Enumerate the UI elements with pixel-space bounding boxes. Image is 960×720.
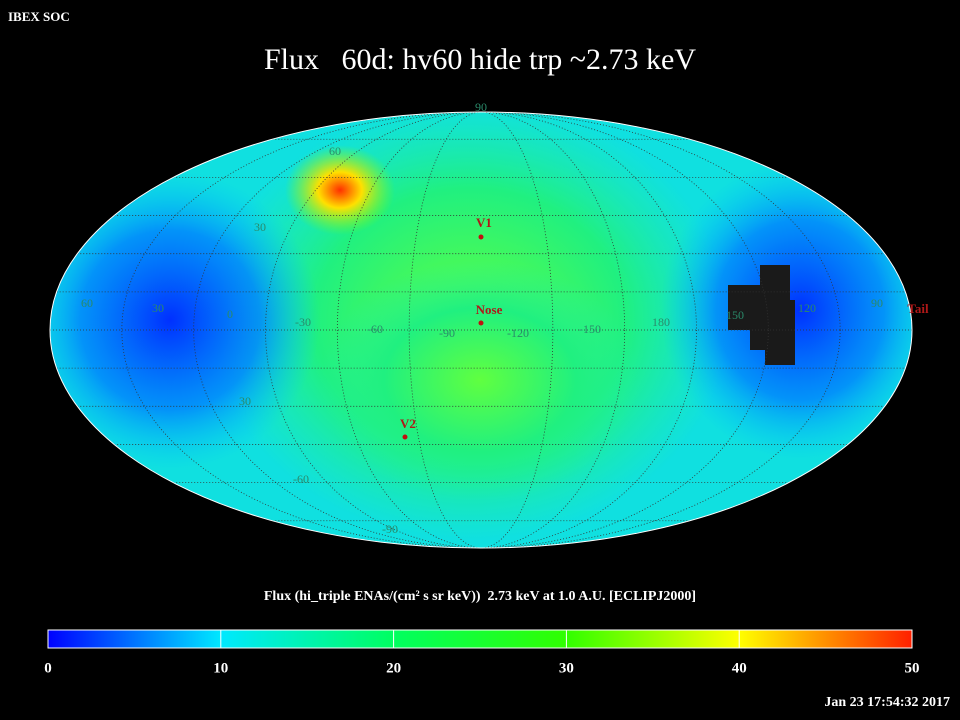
meridian	[408, 112, 554, 548]
grid-label: 30	[254, 220, 266, 234]
title: Flux 60d: hv60 hide trp ~2.73 keV	[264, 43, 696, 76]
grid-label: -60	[293, 472, 309, 486]
marker-label: Nose	[476, 302, 503, 317]
colorbar-tick-label: 0	[44, 660, 52, 676]
meridian	[336, 112, 626, 548]
marker-dot	[402, 434, 408, 440]
marker-dot	[478, 320, 484, 326]
colorbar-tick-label: 20	[386, 660, 401, 676]
grid-labels: 90 60 30 60 30 0 -30 -60 -90 -120 -150 1…	[81, 100, 883, 536]
meridian	[193, 112, 769, 548]
map-outline	[49, 111, 913, 549]
grid-label: -90	[439, 326, 455, 340]
colorbar-ticks: 0 10 20 30 40 50	[44, 630, 920, 676]
grid-label: 90	[871, 296, 883, 310]
colorbar-label: Flux (hi_triple ENAs/(cm² s sr keV)) 2.7…	[264, 589, 696, 604]
markers: V1 Nose V2 Tail	[400, 215, 929, 440]
colorbar-tick-label: 50	[905, 660, 920, 676]
marker-dot	[478, 234, 484, 240]
grid-label: 30	[152, 301, 164, 315]
colorbar-tick-label: 40	[732, 660, 747, 676]
grid-label: -60	[367, 322, 383, 336]
grid-label: 180	[652, 315, 670, 329]
grid-label: 90	[475, 100, 487, 114]
grid-label: -30	[295, 315, 311, 329]
sky-map	[50, 112, 912, 548]
grid-label: -150	[579, 322, 601, 336]
marker-label: V1	[476, 215, 492, 230]
marker-label: V2	[400, 416, 416, 431]
timestamp: Jan 23 17:54:32 2017	[824, 695, 950, 710]
marker-label: Tail	[907, 301, 929, 316]
grid-label: -120	[507, 326, 529, 340]
grid-label: 60	[81, 296, 93, 310]
grid-label: 120	[798, 301, 816, 315]
grid-label: -90	[382, 522, 398, 536]
meridian	[265, 112, 697, 548]
colorbar	[47, 629, 913, 649]
colorbar-tick-label: 10	[213, 660, 228, 676]
colorbar-tick-label: 30	[559, 660, 574, 676]
grid-label: 150	[726, 308, 744, 322]
meridian	[121, 112, 841, 548]
grid-label: 30	[239, 394, 251, 408]
grid-label: 60	[329, 144, 341, 158]
corner-label: IBEX SOC	[8, 9, 70, 24]
grid-label: 0	[227, 307, 233, 321]
